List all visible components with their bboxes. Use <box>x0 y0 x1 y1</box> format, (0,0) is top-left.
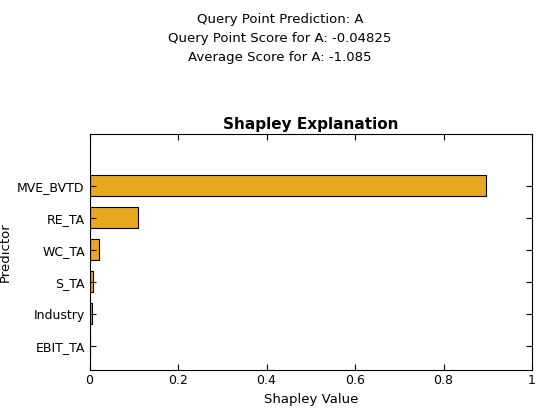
Text: Query Point Prediction: A
Query Point Score for A: -0.04825
Average Score for A:: Query Point Prediction: A Query Point Sc… <box>169 13 391 63</box>
Bar <box>90 271 93 292</box>
Title: Shapley Explanation: Shapley Explanation <box>223 117 399 132</box>
Bar <box>90 239 99 260</box>
Y-axis label: Predictor: Predictor <box>0 222 12 282</box>
Bar <box>90 175 486 196</box>
Bar <box>90 303 92 324</box>
X-axis label: Shapley Value: Shapley Value <box>264 393 358 406</box>
Bar <box>90 207 138 228</box>
